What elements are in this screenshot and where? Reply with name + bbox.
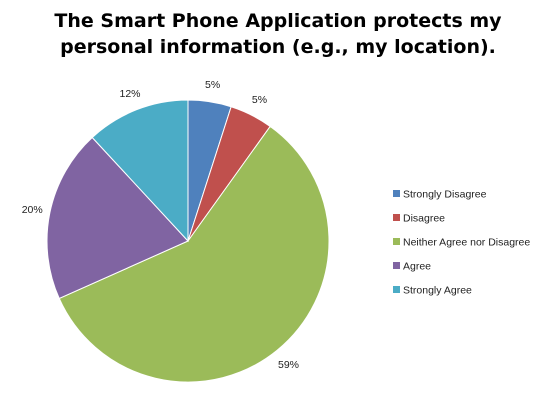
legend-label-disagree: Disagree: [403, 213, 445, 225]
legend-item-disagree: Disagree: [393, 213, 445, 225]
legend-swatch-agree: [393, 262, 400, 269]
legend-item-neither-agree-nor-disagree: Neither Agree nor Disagree: [393, 237, 530, 249]
legend-swatch-neither-agree-nor-disagree: [393, 238, 400, 245]
legend-swatch-disagree: [393, 214, 400, 221]
legend-swatch-strongly-agree: [393, 286, 400, 293]
legend-label-agree: Agree: [403, 261, 431, 273]
pie-slices: [46, 99, 330, 383]
pie-slice-strongly-agree: [91, 99, 189, 243]
data-label-disagree: 5%: [252, 94, 267, 106]
legend-item-agree: Agree: [393, 261, 431, 273]
data-label-neither-agree-nor-disagree: 59%: [278, 359, 299, 371]
data-label-strongly-agree: 12%: [119, 88, 140, 100]
pie-slice-neither-agree-nor-disagree: [58, 125, 330, 383]
chart-title: The Smart Phone Application protects my …: [54, 10, 502, 58]
chart-title-line-1: The Smart Phone Application protects my: [54, 10, 502, 32]
chart-legend: Strongly Disagree Disagree Neither Agree n…: [393, 189, 530, 297]
legend-label-strongly-disagree: Strongly Disagree: [403, 189, 487, 201]
pie-data-labels: 5% 5% 59% 20% 12%: [22, 79, 299, 371]
data-label-agree: 20%: [22, 204, 43, 216]
legend-label-neither-agree-nor-disagree: Neither Agree nor Disagree: [403, 237, 530, 249]
legend-swatch-strongly-disagree: [393, 190, 400, 197]
legend-item-strongly-agree: Strongly Agree: [393, 285, 472, 297]
chart-title-line-2: personal information (e.g., my location)…: [60, 36, 496, 58]
legend-label-strongly-agree: Strongly Agree: [403, 285, 472, 297]
data-label-strongly-disagree: 5%: [205, 79, 220, 91]
pie-slice-agree: [46, 136, 189, 300]
legend-item-strongly-disagree: Strongly Disagree: [393, 189, 487, 201]
